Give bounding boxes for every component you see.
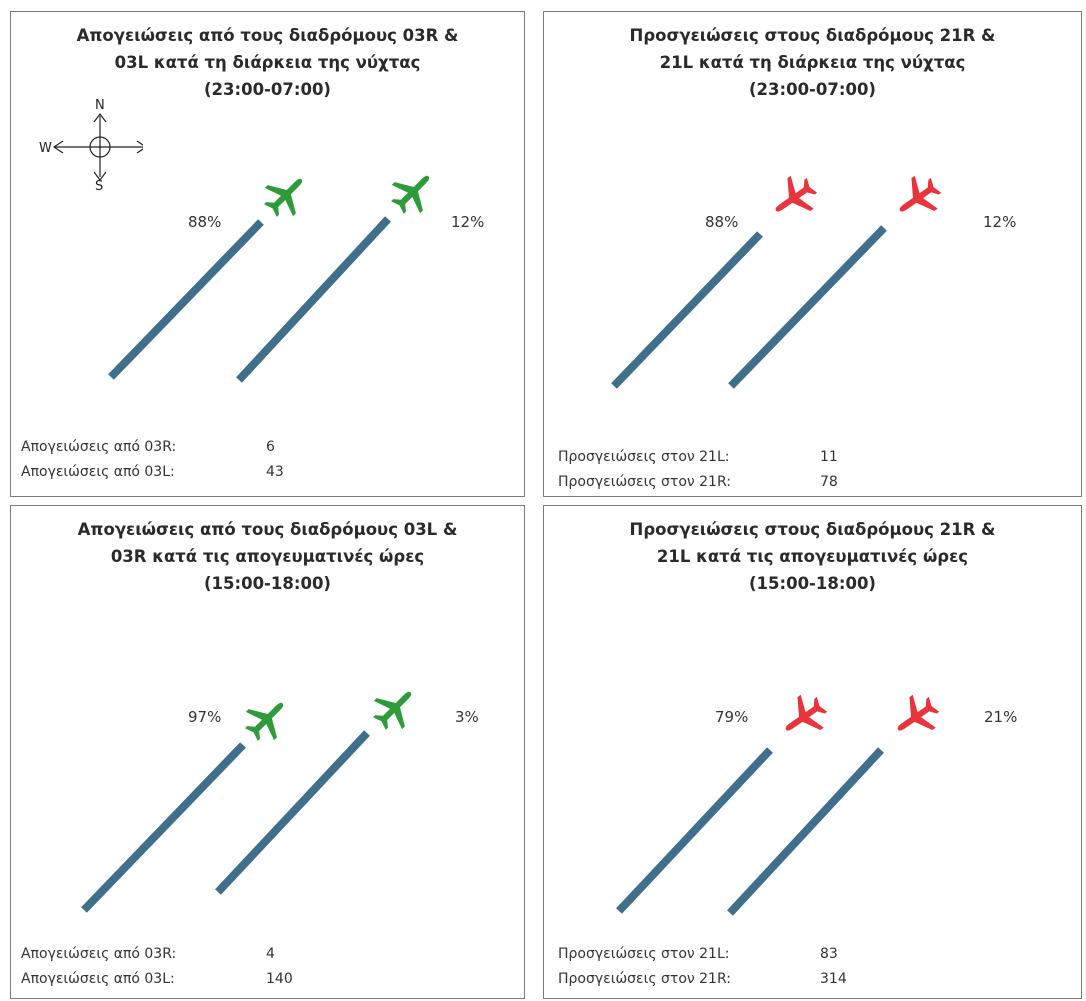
right-runway-percentage: 12%	[451, 213, 485, 231]
runway-03r	[215, 730, 370, 895]
airplane-landing-icon	[775, 175, 818, 212]
panel-title: Απογειώσεις από τους διαδρόμους 03R & 03…	[76, 26, 459, 99]
panel-afternoon-departures: Απογειώσεις από τους διαδρόμους 03L & 03…	[10, 505, 525, 999]
runway-stats: Προσγειώσεις στον 21L: 83 Προσγειώσεις στ…	[558, 942, 847, 992]
panel-night-departures: Απογειώσεις από τους διαδρόμους 03R & 03…	[10, 11, 525, 497]
compass-west-label: W	[39, 141, 52, 156]
panel-title: Απογειώσεις από τους διαδρόμους 03L & 03…	[77, 520, 458, 593]
airplane-landing-icon	[899, 175, 942, 212]
panel-title: Προσγειώσεις στους διαδρόμους 21R & 21L …	[629, 26, 996, 99]
runway-stats: Απογειώσεις από 03R: 4 Απογειώσεις από 03…	[21, 942, 293, 992]
runway-21l	[611, 231, 763, 389]
runway-stats: Απογειώσεις από 03R: 6 Απογειώσεις από 03…	[21, 435, 284, 485]
compass-north-label: N	[95, 98, 105, 113]
left-runway-percentage: 79%	[715, 708, 749, 726]
stat-row: Απογειώσεις από 03L: 140	[21, 971, 293, 987]
right-runway-percentage: 3%	[455, 708, 479, 726]
runway-stats: Προσγειώσεις στον 21L: 11 Προσγειώσεις στ…	[558, 445, 838, 495]
runway-diagram	[81, 691, 412, 913]
compass-rose-icon: N S W E	[39, 98, 143, 192]
airplane-takeoff-icon	[391, 175, 430, 214]
runway-diagram	[108, 175, 430, 383]
airplane-takeoff-icon	[373, 691, 412, 730]
stat-row: Προσγειώσεις στον 21R: 78	[558, 474, 838, 490]
airplane-takeoff-icon	[245, 702, 284, 741]
stat-row: Απογειώσεις από 03R: 6	[21, 439, 275, 455]
runway-diagram	[611, 175, 942, 389]
runway-21l	[616, 747, 773, 914]
stat-row: Απογειώσεις από 03R: 4	[21, 946, 275, 962]
compass-south-label: S	[95, 179, 103, 192]
left-runway-percentage: 88%	[705, 213, 739, 231]
runway-21r	[728, 225, 887, 389]
stat-row: Προσγειώσεις στον 21L: 11	[558, 449, 838, 465]
right-runway-percentage: 12%	[983, 213, 1017, 231]
left-runway-percentage: 88%	[188, 213, 222, 231]
runway-03r	[236, 216, 391, 383]
right-runway-percentage: 21%	[984, 708, 1018, 726]
panel-night-arrivals: Προσγειώσεις στους διαδρόμους 21R & 21L …	[543, 11, 1082, 497]
stat-row: Προσγειώσεις στον 21R: 314	[558, 971, 847, 987]
stat-row: Απογειώσεις από 03L: 43	[21, 464, 284, 480]
runway-21r	[727, 747, 884, 916]
airplane-takeoff-icon	[264, 178, 303, 217]
left-runway-percentage: 97%	[188, 708, 222, 726]
runway-03l	[81, 742, 246, 913]
runway-03l	[108, 219, 264, 380]
panel-afternoon-arrivals: Προσγειώσεις στους διαδρόμους 21R & 21L …	[543, 505, 1082, 999]
stat-row: Προσγειώσεις στον 21L: 83	[558, 946, 838, 962]
runway-diagram	[616, 694, 940, 916]
airplane-landing-icon	[785, 694, 828, 731]
airplane-landing-icon	[897, 694, 940, 731]
panel-title: Προσγειώσεις στους διαδρόμους 21R & 21L …	[629, 520, 996, 593]
